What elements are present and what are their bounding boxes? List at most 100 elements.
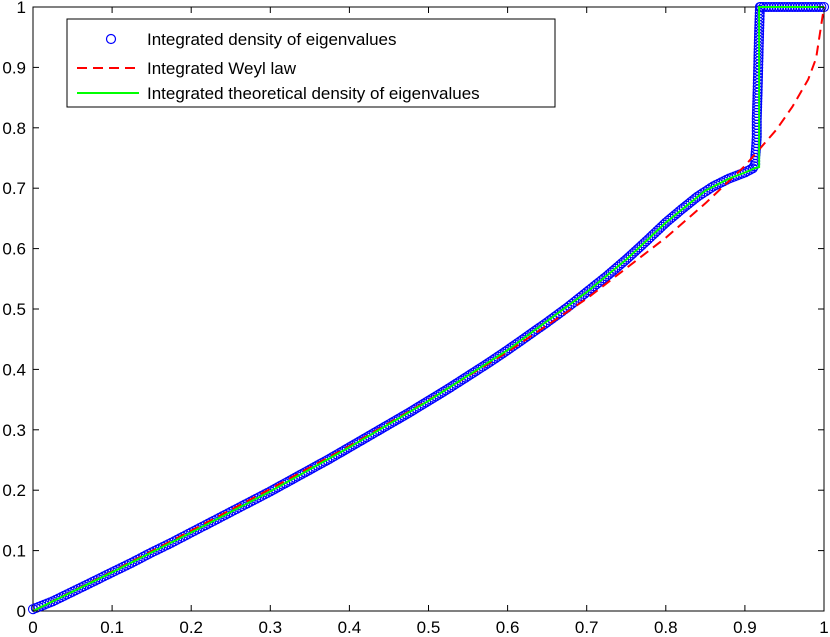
eigenvalue-point xyxy=(376,423,387,434)
y-tick-label: 0.6 xyxy=(2,240,26,259)
plot-area xyxy=(32,6,825,612)
eigenvalue-point xyxy=(374,425,385,436)
eigenvalue-point xyxy=(487,354,498,366)
eigenvalue-point xyxy=(428,392,439,403)
eigenvalue-point xyxy=(329,450,340,461)
eigenvalue-point xyxy=(692,191,703,202)
eigenvalue-point xyxy=(371,426,382,437)
eigenvalue-point xyxy=(710,180,721,191)
eigenvalue-point xyxy=(423,395,434,406)
eigenvalue-point xyxy=(393,413,404,424)
eigenvalue-point xyxy=(430,391,441,402)
eigenvalue-point xyxy=(259,489,270,500)
eigenvalue-point xyxy=(477,361,488,372)
legend-label-theoretical: Integrated theoretical density of eigenv… xyxy=(147,84,480,103)
eigenvalue-point xyxy=(203,518,214,529)
eigenvalue-point xyxy=(695,189,706,200)
eigenvalue-point xyxy=(359,433,370,444)
x-tick-label: 0.3 xyxy=(258,618,282,637)
eigenvalue-point xyxy=(440,385,451,396)
eigenvalue-point xyxy=(420,397,432,408)
eigenvalue-point xyxy=(418,398,429,409)
y-tick-label: 0.9 xyxy=(2,58,26,77)
x-tick-label: 0.7 xyxy=(575,618,599,637)
eigenvalue-point xyxy=(401,409,412,420)
eigenvalue-point xyxy=(716,177,727,188)
eigenvalue-point xyxy=(497,348,508,359)
y-tick-label: 0 xyxy=(17,602,26,621)
eigenvalue-point xyxy=(341,443,352,454)
y-tick-label: 0.1 xyxy=(2,542,26,561)
x-tick-label: 0.9 xyxy=(733,618,757,637)
y-tick-label: 0.7 xyxy=(2,179,26,198)
eigenvalue-point xyxy=(396,412,407,423)
eigenvalue-point xyxy=(346,440,357,451)
eigenvalue-point xyxy=(705,183,716,194)
eigenvalue-point xyxy=(344,442,355,453)
x-tick-label: 1 xyxy=(819,618,828,637)
eigenvalue-point xyxy=(383,419,395,430)
eigenvalue-point xyxy=(388,416,399,427)
eigenvalue-point xyxy=(482,358,493,369)
eigenvalue-point xyxy=(129,556,140,567)
eigenvalue-point xyxy=(460,372,471,383)
eigenvalue-point xyxy=(381,420,392,431)
eigenvalue-point xyxy=(697,188,708,199)
eigenvalue-point xyxy=(458,374,469,385)
eigenvalue-point xyxy=(339,445,350,456)
eigenvalue-point xyxy=(435,388,446,399)
eigenvalue-point xyxy=(490,353,501,364)
eigenvalue-point xyxy=(443,383,454,394)
eigenvalue-point xyxy=(386,417,397,428)
eigenvalue-point xyxy=(403,407,414,418)
eigenvalue-point xyxy=(462,370,474,382)
eigenvalue-point xyxy=(186,527,197,538)
eigenvalue-point xyxy=(228,505,239,516)
y-tick-label: 0.2 xyxy=(2,481,26,500)
eigenvalue-point xyxy=(143,548,154,559)
eigenvalue-point xyxy=(369,427,380,439)
eigenvalue-point xyxy=(465,369,476,380)
eigenvalue-point xyxy=(217,511,228,522)
eigenvalue-point xyxy=(256,490,267,501)
eigenvalue-point xyxy=(742,166,753,177)
eigenvalue-point xyxy=(356,435,367,446)
eigenvalue-point xyxy=(364,430,375,441)
eigenvalue-point xyxy=(448,380,459,391)
x-tick-label: 0 xyxy=(28,618,37,637)
eigenvalue-point xyxy=(708,181,719,192)
eigenvalue-point xyxy=(472,364,483,375)
eigenvalue-point xyxy=(700,186,711,197)
x-tick-label: 0.4 xyxy=(338,618,362,637)
eigenvalue-point xyxy=(354,436,365,447)
eigenvalue-point xyxy=(739,167,750,178)
eigenvalue-point xyxy=(172,534,183,545)
x-tick-label: 0.8 xyxy=(654,618,678,637)
eigenvalue-point xyxy=(438,386,449,397)
eigenvalue-point xyxy=(492,351,503,362)
eigenvalue-point xyxy=(713,178,724,189)
eigenvalue-point xyxy=(485,356,496,367)
series-layer xyxy=(27,1,830,615)
theoretical-density-line xyxy=(32,6,824,612)
x-tick-label: 0.2 xyxy=(179,618,203,637)
legend: Integrated density of eigenvalues Integr… xyxy=(66,18,556,108)
eigenvalue-point xyxy=(416,400,427,411)
eigenvalue-point xyxy=(174,533,185,544)
eigenvalue-point xyxy=(425,394,437,405)
eigenvalue-point xyxy=(351,437,362,449)
eigenvalue-point xyxy=(366,429,377,440)
y-tick-label: 1 xyxy=(17,0,26,17)
eigenvalue-point xyxy=(126,557,137,568)
y-tick-label: 0.8 xyxy=(2,119,26,138)
x-tick-label: 0.1 xyxy=(100,618,124,637)
eigenvalue-point xyxy=(408,404,419,415)
legend-box xyxy=(66,18,556,108)
legend-marker-eigenvalues xyxy=(105,33,117,45)
eigenvalue-point xyxy=(413,401,424,412)
eigenvalue-point xyxy=(453,377,464,388)
eigenvalue-point xyxy=(411,403,422,414)
eigenvalue-point xyxy=(231,503,242,515)
